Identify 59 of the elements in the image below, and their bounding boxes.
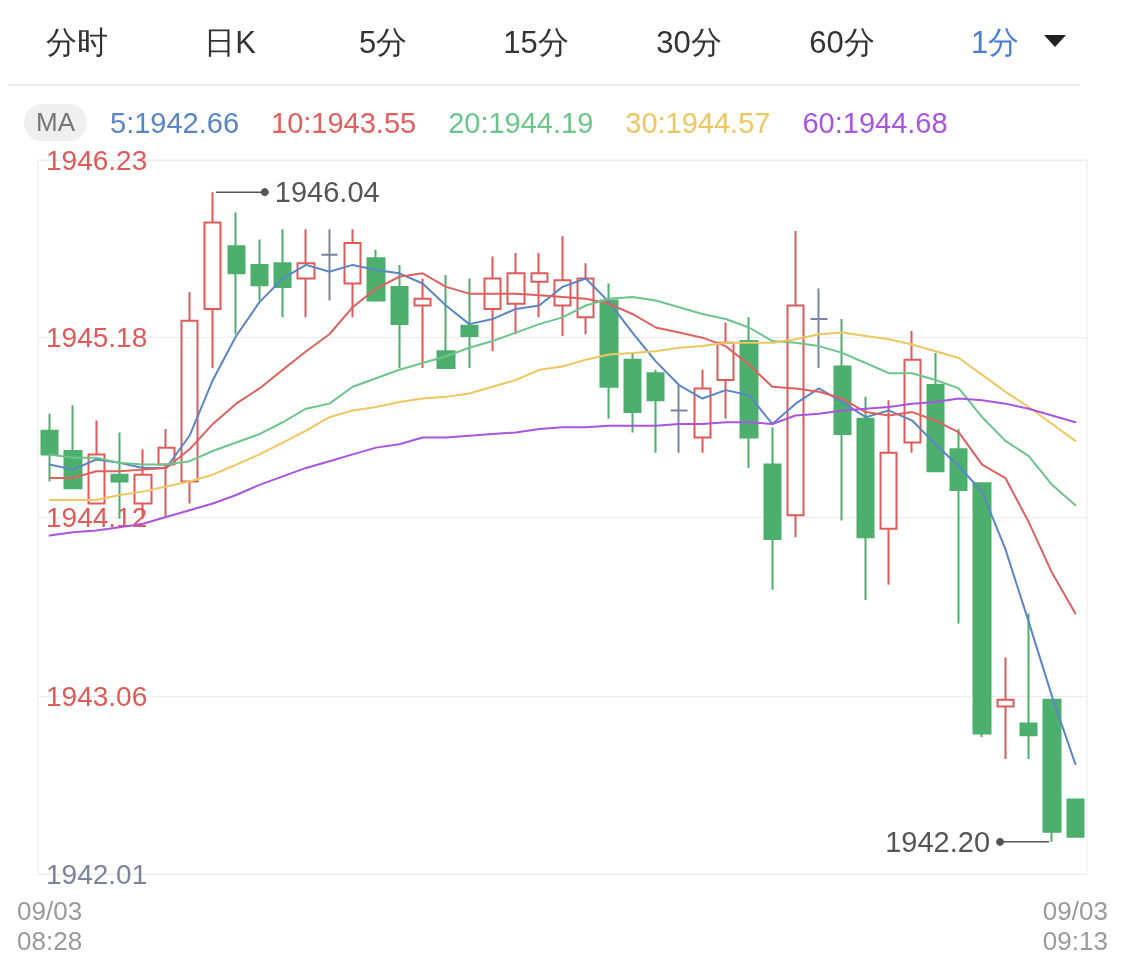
candlestick [390, 263, 409, 370]
candlestick [996, 656, 1015, 760]
x-tick-label: 09/03 09:13 [1042, 896, 1108, 956]
text: 60:1944.68 [802, 106, 948, 139]
candlestick [646, 368, 665, 454]
candlestick [273, 228, 292, 319]
y-tick-label: 1946.23 [46, 144, 148, 176]
candlestick [926, 351, 945, 473]
candlestick [693, 368, 712, 454]
candlestick [716, 321, 735, 420]
candlestick [972, 482, 992, 738]
candlestick [1019, 612, 1038, 760]
candlestick [250, 238, 269, 302]
candlestick [669, 384, 689, 454]
candlestick [460, 277, 479, 370]
candlestick [1066, 798, 1085, 838]
candlestick [763, 426, 782, 591]
line-series [48, 296, 1077, 507]
text: 5分 [358, 24, 408, 62]
candlestick [296, 228, 316, 319]
text: 日K [204, 24, 256, 62]
candlestick [40, 412, 59, 483]
x-tick-label: 09/03 08:28 [17, 896, 83, 956]
candlestick [227, 211, 246, 336]
text: 5:1942.66 [110, 106, 240, 139]
candlestick [180, 290, 199, 505]
text: 60分 [809, 24, 875, 62]
text: 30分 [656, 24, 722, 62]
candlestick [413, 277, 432, 370]
candlestick [833, 318, 852, 522]
candlestick [1042, 698, 1062, 843]
y-tick-label: 1942.01 [46, 858, 148, 890]
text: 30:1944.57 [625, 106, 771, 139]
line-series [48, 397, 1077, 537]
candlestick [203, 191, 222, 370]
candlestick [87, 419, 106, 505]
candlestick [436, 274, 456, 370]
candlestick [739, 316, 759, 469]
annotation: 1942.20 [885, 825, 991, 858]
candlestick [320, 228, 339, 302]
candlestick [157, 428, 176, 518]
y-tick-label: 1943.06 [46, 680, 148, 712]
candlestick [949, 428, 968, 625]
line-series [48, 263, 1077, 766]
y-tick-label: 1944.12 [46, 501, 148, 533]
text: 分时 [46, 24, 108, 62]
text: 15分 [503, 24, 569, 62]
text: 20:1944.19 [448, 106, 594, 139]
candlestick [599, 282, 619, 420]
candlestick [809, 287, 829, 370]
y-tick-label: 1945.18 [46, 322, 148, 354]
candlestick [623, 351, 642, 434]
text: 1分 [970, 24, 1020, 62]
candlestick [903, 329, 922, 454]
candlestick [856, 395, 875, 601]
legend-title: MA [24, 104, 87, 141]
annotation: 1946.04 [274, 176, 380, 209]
text: 10:1943.55 [271, 106, 417, 139]
candlestick [879, 399, 898, 586]
